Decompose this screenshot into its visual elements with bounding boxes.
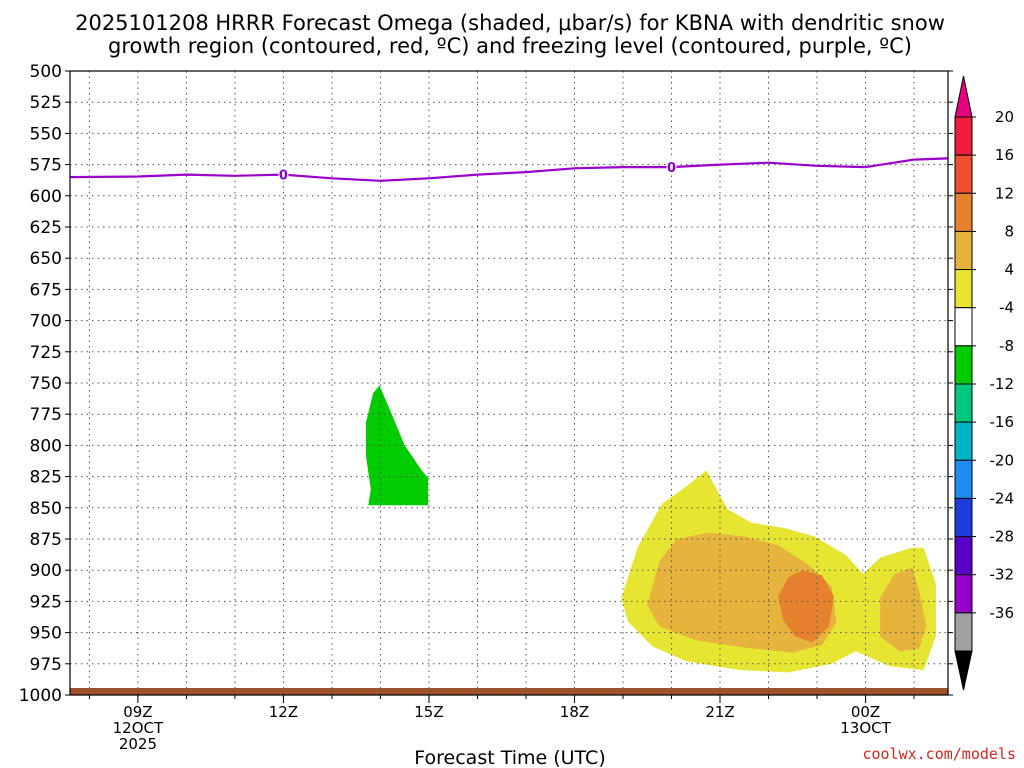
grid-lines: [70, 71, 948, 695]
freezing-level-line: [69, 157, 949, 182]
colorbar-label-13: -36: [990, 604, 1015, 622]
y-tick-label-850: 850: [30, 499, 62, 519]
y-tick-label-525: 525: [30, 93, 62, 113]
colorbar-top-arrow: [954, 75, 973, 118]
y-tick-label-900: 900: [30, 561, 62, 581]
colorbar-label-10: -24: [990, 489, 1015, 507]
ground-rect: [70, 688, 948, 695]
colorbar-segment-7: [954, 383, 973, 423]
freezing-level-label-1: 0: [667, 161, 676, 176]
y-tick-label-950: 950: [30, 624, 62, 644]
colorbar-label-5: -4: [999, 299, 1014, 317]
y-tick-label-725: 725: [30, 343, 62, 363]
y-tick-label-500: 500: [30, 62, 62, 82]
colorbar-label-6: -8: [999, 337, 1014, 355]
colorbar-label-2: 12: [995, 184, 1014, 202]
y-tick-label-975: 975: [30, 655, 62, 675]
chart-title-line-2: growth region (contoured, red, ºC) and f…: [108, 34, 912, 58]
omega-shading: [365, 385, 936, 673]
y-tick-label-875: 875: [30, 530, 62, 550]
colorbar-segment-6: [954, 345, 973, 385]
colorbar-bottom-arrow: [954, 650, 973, 691]
y-tick-label-550: 550: [30, 124, 62, 144]
credit-text: coolwx.com/models: [862, 745, 1016, 763]
y-tick-label-925: 925: [30, 592, 62, 612]
colorbar-label-8: -16: [990, 413, 1015, 431]
omega-region-4: [778, 570, 834, 643]
x-tick-label-12-0: 12Z: [269, 703, 298, 721]
colorbar-label-11: -28: [990, 528, 1015, 546]
omega-region-3: [880, 567, 927, 652]
x-tick-label-18-0: 18Z: [560, 703, 589, 721]
colorbar-segment-4: [954, 269, 973, 309]
y-tick-label-750: 750: [30, 374, 62, 394]
colorbar-label-1: 16: [995, 146, 1014, 164]
y-tick-label-675: 675: [30, 280, 62, 300]
colorbar-label-3: 8: [1004, 222, 1014, 240]
colorbar-segment-12: [954, 574, 973, 614]
y-tick-label-650: 650: [30, 249, 62, 269]
x-tick-label-9-1: 12OCT: [113, 719, 164, 737]
colorbar-segment-10: [954, 497, 973, 538]
y-axis-ticks: 500 525 550 575 600 625 650 675 700 725 750 775 800 8…: [19, 62, 953, 706]
x-tick-label-24-1: 13OCT: [840, 719, 891, 737]
colorbar-segment-9: [954, 459, 973, 499]
colorbar: 20 16 12 8 4 -4 -8 -12 -16 -20 -24 -28 -32 -36: [954, 75, 1015, 691]
y-tick-label-625: 625: [30, 218, 62, 238]
colorbar-label-9: -20: [990, 451, 1015, 469]
freezing-level-label-0: 0: [279, 169, 288, 184]
freezing-label-bg-1: [666, 159, 677, 175]
y-tick-label-825: 825: [30, 468, 62, 488]
y-tick-label-575: 575: [30, 156, 62, 176]
colorbar-label-0: 20: [995, 108, 1014, 126]
y-tick-label-800: 800: [30, 436, 62, 456]
colorbar-segment-1: [954, 154, 973, 194]
x-tick-label-15-0: 15Z: [414, 703, 443, 721]
x-tick-label-9-0: 09Z: [123, 703, 152, 721]
colorbar-label-7: -12: [990, 375, 1015, 393]
colorbar-segment-2: [954, 192, 973, 232]
omega-region-0: [365, 385, 428, 506]
colorbar-segment-5: [954, 307, 973, 347]
x-axis-label: Forecast Time (UTC): [414, 747, 605, 768]
colorbar-segment-11: [954, 536, 973, 576]
colorbar-segment-0: [954, 116, 973, 156]
y-tick-label-700: 700: [30, 312, 62, 332]
freezing-label-bg-0: [278, 166, 289, 182]
y-tick-label-600: 600: [30, 187, 62, 207]
colorbar-segment-8: [954, 421, 973, 461]
x-tick-label-9-2: 2025: [119, 735, 157, 753]
colorbar-segment-3: [954, 230, 973, 271]
chart-title-line-1: 2025101208 HRRR Forecast Omega (shaded, …: [75, 11, 945, 35]
ground-fill: [70, 688, 948, 695]
y-tick-label-1000: 1000: [19, 686, 62, 706]
colorbar-segment-13: [954, 612, 973, 652]
x-tick-label-24-0: 00Z: [851, 703, 880, 721]
y-tick-label-775: 775: [30, 405, 62, 425]
colorbar-label-12: -32: [990, 566, 1015, 584]
x-tick-label-21-0: 21Z: [705, 703, 734, 721]
colorbar-label-4: 4: [1004, 261, 1014, 279]
